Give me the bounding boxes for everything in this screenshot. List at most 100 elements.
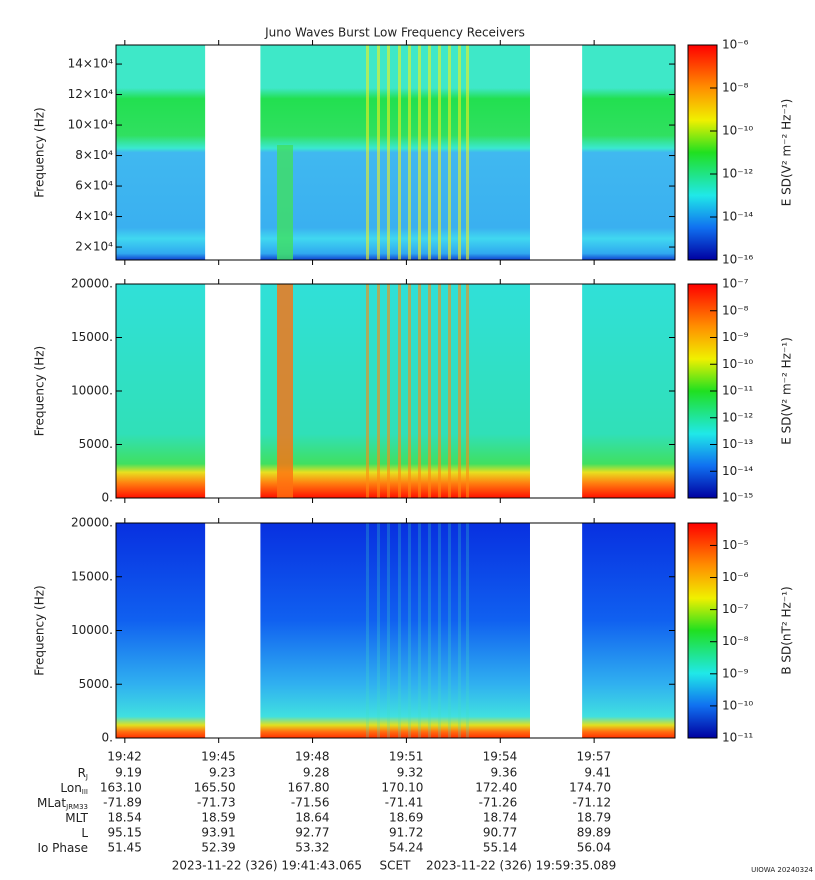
ephemeris-value: 18.64 xyxy=(295,811,329,825)
ephemeris-value: 9.23 xyxy=(209,766,236,780)
ephemeris-value: 170.10 xyxy=(381,781,423,795)
emission-stripe xyxy=(418,45,421,260)
colorbar xyxy=(687,522,718,739)
y-tick-label: 20000. xyxy=(71,277,113,291)
ephemeris-value: 9.32 xyxy=(397,766,424,780)
emission-stripe xyxy=(398,523,401,738)
data-gap xyxy=(529,44,583,261)
emission-stripe xyxy=(466,45,469,260)
ephemeris-label-text: Lon xyxy=(60,781,81,795)
ephemeris-value: 51.45 xyxy=(107,841,141,855)
colorbar-label: E SD(V² m⁻² Hz⁻¹) xyxy=(780,99,794,207)
ephemeris-value: 55.14 xyxy=(483,841,517,855)
ephemeris-value: 165.50 xyxy=(194,781,236,795)
footer-start: 2023-11-22 (326) 19:41:43.065 xyxy=(172,859,362,873)
emission-stripe xyxy=(377,523,380,738)
colorbar-tick-label: 10⁻⁷ xyxy=(722,602,749,616)
data-gap xyxy=(205,44,261,261)
ephemeris-label-text: Io Phase xyxy=(37,841,88,855)
ephemeris-value: 89.89 xyxy=(577,826,611,840)
footer-scet: SCET xyxy=(380,859,412,873)
emission-stripe xyxy=(458,284,461,498)
emission-stripe xyxy=(448,523,451,738)
ephemeris-value: 93.91 xyxy=(201,826,235,840)
emission-stripe xyxy=(366,45,369,260)
emission-stripe xyxy=(398,45,401,260)
colorbar-tick-label: 10⁻⁸ xyxy=(722,81,749,95)
spectrogram xyxy=(116,284,675,498)
colorbar-tick-label: 10⁻¹⁴ xyxy=(722,210,753,224)
emission-stripe xyxy=(377,284,380,498)
x-tick-label: 19:48 xyxy=(295,750,330,764)
emission-stripe xyxy=(418,284,421,498)
y-tick-label: 2×10⁴ xyxy=(75,240,113,254)
emission-stripe xyxy=(466,523,469,738)
y-tick-label: 15000. xyxy=(71,330,113,344)
ephemeris-value: 91.72 xyxy=(389,826,423,840)
colorbar-tick-label: 10⁻⁷ xyxy=(722,277,749,291)
colorbar-tick-label: 10⁻¹¹ xyxy=(722,731,753,745)
ephemeris-value: 9.41 xyxy=(584,766,611,780)
colorbar-tick-label: 10⁻⁹ xyxy=(722,666,749,680)
colorbar-tick-label: 10⁻⁵ xyxy=(722,538,749,552)
ephemeris-label-text: R xyxy=(78,766,86,780)
plot-frame xyxy=(115,44,676,261)
emission-stripe xyxy=(438,45,441,260)
ephemeris-value: 90.77 xyxy=(483,826,517,840)
colorbar-tick-label: 10⁻¹⁴ xyxy=(722,464,753,478)
colorbar-tick-label: 10⁻¹² xyxy=(722,410,753,424)
emission-stripe xyxy=(438,523,441,738)
y-tick-label: 20000. xyxy=(71,516,113,530)
ephemeris-label-sub: III xyxy=(82,788,88,796)
ephemeris-label-text: MLat xyxy=(37,796,66,810)
colorbar-tick-label: 10⁻¹³ xyxy=(722,437,753,451)
colorbar-tick-label: 10⁻¹⁰ xyxy=(722,124,753,138)
colorbar-tick-label: 10⁻¹² xyxy=(722,167,753,181)
colorbar xyxy=(687,44,718,261)
colorbar-tick-label: 10⁻⁶ xyxy=(722,570,749,584)
ephemeris-value: 167.80 xyxy=(288,781,330,795)
data-gap xyxy=(529,283,583,499)
emission-stripe xyxy=(377,45,380,260)
colorbar-tick-label: 10⁻¹⁶ xyxy=(722,253,753,267)
y-tick-label: 10000. xyxy=(71,623,113,637)
emission-stripe xyxy=(277,145,293,260)
ephemeris-value: 53.32 xyxy=(295,841,329,855)
ephemeris-value: -71.89 xyxy=(103,796,142,810)
emission-stripe xyxy=(387,45,390,260)
ephemeris-label: LonIII xyxy=(60,781,88,797)
emission-stripe xyxy=(428,284,431,498)
emission-stripe xyxy=(448,45,451,260)
y-axis-label: Frequency (Hz) xyxy=(33,107,47,198)
emission-stripe xyxy=(428,523,431,738)
emission-stripe xyxy=(408,45,411,260)
colorbar-tick-label: 10⁻¹⁰ xyxy=(722,357,753,371)
spectrogram xyxy=(116,523,675,738)
y-tick-label: 5000. xyxy=(79,677,113,691)
ephemeris-label: MLatJRM33 xyxy=(37,796,88,812)
ephemeris-value: -71.12 xyxy=(572,796,611,810)
emission-stripe xyxy=(428,45,431,260)
emission-stripe xyxy=(387,523,390,738)
colorbar-label: B SD(nT² Hz⁻¹) xyxy=(780,586,794,674)
emission-stripe xyxy=(277,284,293,498)
y-axis-label: Frequency (Hz) xyxy=(33,585,47,676)
x-tick-label: 19:51 xyxy=(389,750,424,764)
ephemeris-label: RJ xyxy=(78,766,88,782)
colorbar-tick-label: 10⁻⁶ xyxy=(722,38,749,52)
ephemeris-value: 9.19 xyxy=(115,766,142,780)
spectrogram xyxy=(116,45,675,260)
ephemeris-value: 174.70 xyxy=(569,781,611,795)
ephemeris-label-text: L xyxy=(81,826,88,840)
y-tick-label: 5000. xyxy=(79,437,113,451)
y-tick-label: 0. xyxy=(102,731,113,745)
ephemeris-value: 9.36 xyxy=(491,766,518,780)
ephemeris-label: L xyxy=(81,826,88,840)
ephemeris-value: 172.40 xyxy=(475,781,517,795)
colorbar-tick-label: 10⁻¹¹ xyxy=(722,384,753,398)
emission-stripe xyxy=(366,523,369,738)
data-gap xyxy=(529,522,583,739)
y-tick-label: 8×10⁴ xyxy=(75,148,113,162)
x-tick-label: 19:54 xyxy=(483,750,518,764)
y-axis-label: Frequency (Hz) xyxy=(33,346,47,437)
